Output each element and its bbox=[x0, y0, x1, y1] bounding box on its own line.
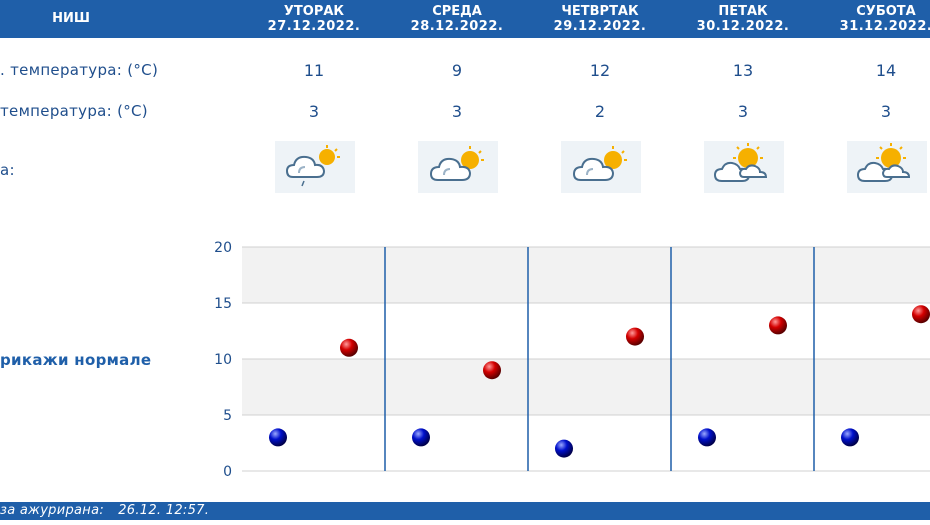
max-temp-point bbox=[912, 305, 930, 324]
day-date: 28.12.2022. bbox=[410, 19, 504, 34]
day-name: СУБОТА bbox=[856, 4, 916, 19]
min-temp-point bbox=[269, 428, 287, 447]
day-header-4: ПЕТАК 30.12.2022. bbox=[683, 4, 803, 34]
min-temp-point bbox=[698, 428, 716, 447]
max-temp-value: 13 bbox=[732, 61, 754, 80]
max-temp-point bbox=[483, 361, 501, 380]
sun-cloud-icon bbox=[704, 141, 784, 193]
y-tick-label: 10 bbox=[214, 352, 232, 368]
sun-cloud-icon bbox=[847, 141, 927, 193]
max-temp-value: 9 bbox=[451, 61, 463, 80]
min-temp-point bbox=[412, 428, 430, 447]
grid-band bbox=[242, 247, 930, 303]
y-tick-label: 5 bbox=[223, 408, 232, 424]
cloud-sun-icon bbox=[418, 141, 498, 193]
min-temp-point bbox=[841, 428, 859, 447]
day-name: СРЕДА bbox=[432, 4, 482, 19]
max-temp-point bbox=[626, 327, 644, 346]
temperature-chart: 0 5 10 15 20 bbox=[0, 235, 930, 485]
day-date: 30.12.2022. bbox=[696, 19, 790, 34]
min-temp-value: 3 bbox=[880, 102, 892, 121]
max-temp-value: 12 bbox=[589, 61, 611, 80]
min-temp-value: 3 bbox=[451, 102, 463, 121]
day-name: ПЕТАК bbox=[718, 4, 768, 19]
y-tick-label: 0 bbox=[223, 464, 232, 480]
footer-bar: за ажурирана: 26.12. 12:57. bbox=[0, 502, 930, 520]
grid-band bbox=[242, 359, 930, 415]
max-temp-value: 11 bbox=[303, 61, 325, 80]
max-temp-point bbox=[769, 316, 787, 335]
y-tick-label: 15 bbox=[214, 296, 232, 312]
day-date: 31.12.2022. bbox=[839, 19, 930, 34]
max-temp-value: 14 bbox=[875, 61, 897, 80]
city-name: НИШ bbox=[52, 11, 90, 26]
day-header-2: СРЕДА 28.12.2022. bbox=[397, 4, 517, 34]
chart-svg: 0 5 10 15 20 bbox=[214, 240, 930, 480]
updated-prefix: за ажурирана: bbox=[0, 503, 105, 518]
min-temp-label: температура: (°C) bbox=[0, 102, 148, 120]
max-temp-point bbox=[340, 338, 358, 357]
updated-timestamp: 26.12. 12:57. bbox=[118, 503, 210, 518]
weather-label: а: bbox=[0, 161, 15, 179]
max-temp-label: . температура: (°C) bbox=[0, 61, 159, 79]
day-date: 27.12.2022. bbox=[267, 19, 361, 34]
min-temp-value: 3 bbox=[737, 102, 749, 121]
show-normals-link[interactable]: рикажи нормале bbox=[0, 351, 152, 369]
cloud-sun-icon bbox=[561, 141, 641, 193]
day-header-1: УТОРАК 27.12.2022. bbox=[254, 4, 374, 34]
day-date: 29.12.2022. bbox=[553, 19, 647, 34]
min-temp-value: 2 bbox=[594, 102, 606, 121]
day-name: УТОРАК bbox=[283, 4, 345, 19]
y-tick-label: 20 bbox=[214, 240, 232, 256]
day-header-5: СУБОТА 31.12.2022. bbox=[826, 4, 930, 34]
grid-band bbox=[242, 415, 930, 471]
min-temp-value: 3 bbox=[308, 102, 320, 121]
header-bar: НИШ УТОРАК 27.12.2022. СРЕДА 28.12.2022.… bbox=[0, 0, 930, 38]
day-header-3: ЧЕТВРТАК 29.12.2022. bbox=[540, 4, 660, 34]
day-name: ЧЕТВРТАК bbox=[561, 4, 639, 19]
min-temp-point bbox=[555, 439, 573, 458]
cloud-sun-light-rain-icon bbox=[275, 141, 355, 193]
